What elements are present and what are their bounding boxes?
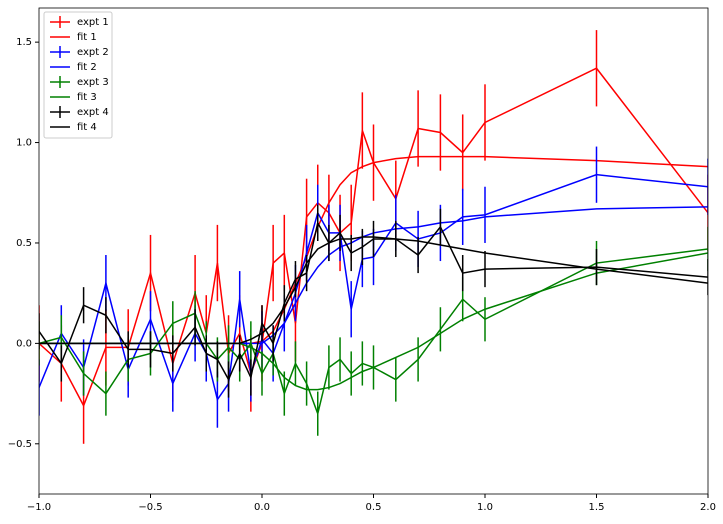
legend-box xyxy=(43,11,113,139)
y-tick-label: 0.5 xyxy=(16,238,32,249)
x-tick-label: −1.0 xyxy=(27,502,51,513)
y-tick-label: 1.0 xyxy=(16,138,32,149)
legend-label: fit 1 xyxy=(77,32,97,43)
legend-label: expt 4 xyxy=(77,107,109,118)
axes-frame xyxy=(38,7,709,495)
y-tick-label: 0.0 xyxy=(16,338,32,349)
x-tick-label: 2.0 xyxy=(700,502,716,513)
x-tick-label: 1.5 xyxy=(589,502,605,513)
legend-label: expt 2 xyxy=(77,47,109,58)
legend-label: fit 3 xyxy=(77,92,97,103)
legend-label: expt 1 xyxy=(77,17,109,28)
plot-area xyxy=(39,30,708,444)
x-tick-label: 0.5 xyxy=(366,502,382,513)
y-tick-label: 1.5 xyxy=(16,37,32,48)
legend-label: fit 2 xyxy=(77,62,97,73)
legend-label: fit 4 xyxy=(77,122,97,133)
y-tick-label: −0.5 xyxy=(8,439,32,450)
x-tick-label: −0.5 xyxy=(138,502,162,513)
legend-label: expt 3 xyxy=(77,77,109,88)
series-line xyxy=(39,236,708,345)
x-tick-label: 1.0 xyxy=(477,502,493,513)
x-tick-label: 0.0 xyxy=(254,502,270,513)
